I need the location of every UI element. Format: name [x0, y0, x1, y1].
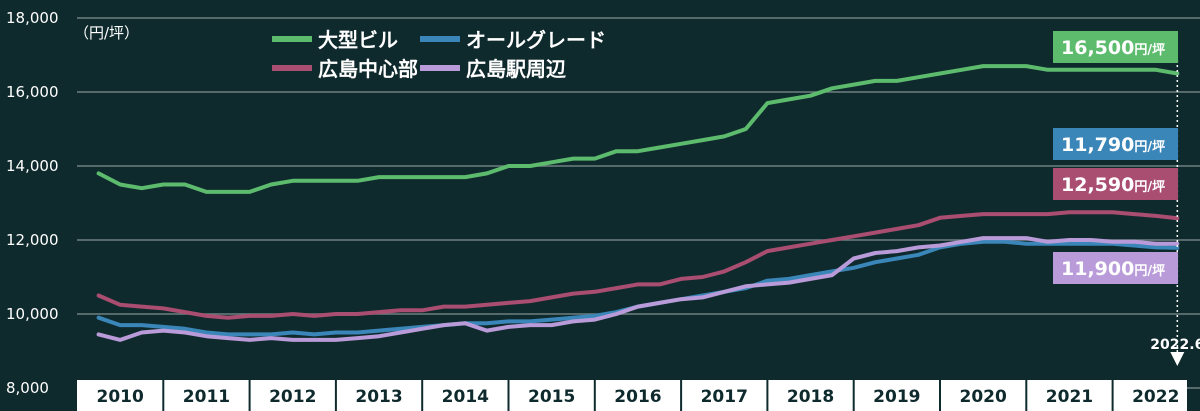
legend-swatch	[272, 65, 312, 71]
legend-item-0: 大型ビル	[272, 28, 398, 52]
legend-label: オールグレード	[466, 28, 606, 52]
y-tick-label: 16,000	[6, 83, 59, 101]
x-tick-label: 2017	[701, 387, 748, 407]
y-axis: 8,000 10,000 12,000 14,000 16,000 18,000	[6, 9, 59, 397]
x-axis-band	[77, 380, 1187, 411]
legend-label: 広島駅周辺	[466, 57, 566, 81]
end-label-box	[1053, 252, 1178, 284]
end-label-2: 12,590円/坪	[1053, 168, 1178, 200]
legend-label: 広島中心部	[318, 57, 418, 81]
end-label-box	[1053, 168, 1178, 200]
legend-swatch	[420, 36, 460, 42]
series-line-1	[96, 239, 1180, 337]
x-tick-label: 2013	[355, 387, 402, 407]
y-tick-label: 14,000	[6, 157, 59, 175]
legend-swatch	[272, 36, 312, 42]
end-label-text: 11,790円/坪	[1061, 134, 1165, 156]
x-tick-label: 2018	[787, 387, 834, 407]
legend-item-2: 広島中心部	[272, 57, 418, 81]
series-line-0	[96, 64, 1180, 194]
marker-label: 2022.6	[1150, 337, 1200, 353]
marker-arrow	[1170, 352, 1185, 366]
legend-item-1: オールグレード	[420, 28, 606, 52]
y-tick-label: 8,000	[6, 379, 49, 397]
x-tick-label: 2011	[183, 387, 230, 407]
end-label-1: 11,790円/坪	[1053, 128, 1178, 160]
x-tick-label: 2021	[1046, 387, 1093, 407]
x-tick-label: 2014	[442, 387, 489, 407]
x-axis: 2010 2011 2012 2013 2014 2015 2016 2017 2018 2019…	[77, 380, 1187, 411]
x-tick-label: 2015	[528, 387, 575, 407]
end-label-text: 11,900円/坪	[1061, 258, 1165, 280]
y-tick-label: 12,000	[6, 231, 59, 249]
end-label-text: 12,590円/坪	[1061, 174, 1165, 196]
y-tick-label: 18,000	[6, 9, 59, 27]
unit-label: （円/坪）	[74, 24, 139, 42]
end-label-box	[1053, 31, 1178, 63]
series-lines	[96, 64, 1180, 342]
x-tick-label: 2010	[96, 387, 143, 407]
legend-item-3: 広島駅周辺	[420, 57, 566, 81]
x-tick-label: 2016	[614, 387, 661, 407]
end-labels: 16,500円/坪 11,790円/坪 12,590円/坪 11,900円/坪	[1053, 31, 1178, 284]
x-tick-label: 2020	[959, 387, 1006, 407]
end-label-0: 16,500円/坪	[1053, 31, 1178, 63]
x-tick-label: 2012	[269, 387, 316, 407]
end-label-3: 11,900円/坪	[1053, 252, 1178, 284]
x-tick-label: 2019	[873, 387, 920, 407]
legend-label: 大型ビル	[318, 28, 398, 52]
legend-swatch	[420, 65, 460, 71]
date-marker: 2022.6	[1150, 60, 1200, 366]
x-tick-label: 2022	[1132, 387, 1179, 407]
end-label-text: 16,500円/坪	[1061, 37, 1165, 59]
series-line-3	[96, 236, 1180, 342]
y-tick-label: 10,000	[6, 305, 59, 323]
end-label-box	[1053, 128, 1178, 160]
series-line-2	[96, 210, 1180, 320]
